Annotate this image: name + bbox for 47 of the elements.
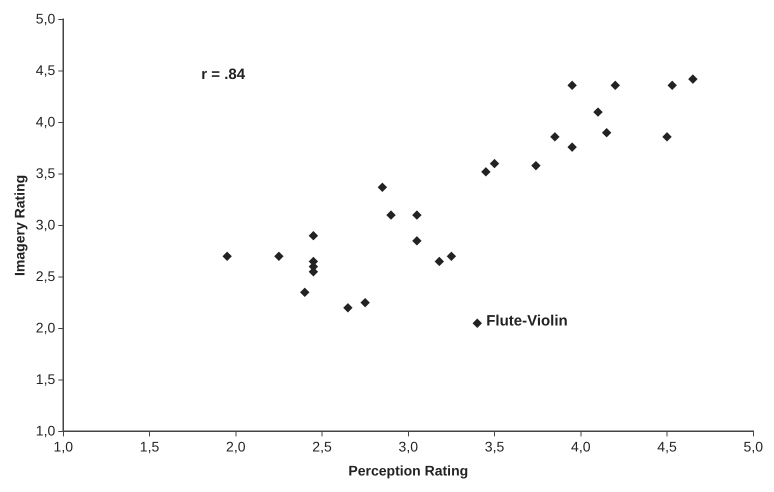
annotation: Flute-Violin <box>486 312 568 330</box>
x-tick-label: 2,5 <box>312 438 332 455</box>
point <box>602 128 612 138</box>
point <box>274 252 284 261</box>
point <box>531 161 540 170</box>
y-tick-label: 2,0 <box>36 319 56 336</box>
point <box>568 80 577 90</box>
point <box>343 303 352 312</box>
point <box>668 80 677 90</box>
point <box>446 252 456 261</box>
point <box>688 74 698 84</box>
point <box>472 318 482 328</box>
y-tick-label: 1,5 <box>36 370 56 387</box>
point <box>360 298 370 308</box>
point <box>568 142 577 152</box>
x-tick-label: 2,0 <box>226 438 246 455</box>
y-tick-label: 5,0 <box>36 10 56 26</box>
point <box>386 210 396 220</box>
point <box>610 80 620 90</box>
x-tick-label: 5,0 <box>744 438 764 455</box>
x-tick-label: 1,0 <box>54 438 74 455</box>
y-tick-label: 1,0 <box>36 422 56 438</box>
x-tick-label: 3,5 <box>484 438 504 455</box>
point <box>662 132 672 142</box>
point <box>481 167 490 176</box>
y-tick-label: 3,5 <box>36 164 56 181</box>
y-tick-label: 3,0 <box>36 216 56 232</box>
point <box>434 256 444 266</box>
x-tick-label: 4,5 <box>657 438 677 455</box>
x-axis-title: Perception Rating <box>348 462 468 478</box>
point <box>308 231 318 240</box>
point <box>412 210 422 220</box>
x-tick-label: 3,0 <box>398 438 418 455</box>
point <box>300 288 310 297</box>
y-tick-label: 4,0 <box>36 113 56 130</box>
x-tick-label: 1,5 <box>140 438 160 455</box>
point <box>378 182 387 192</box>
point <box>490 159 500 168</box>
x-tick-label: 4,0 <box>571 438 591 455</box>
point <box>594 108 603 117</box>
y-tick-label: 2,5 <box>36 268 56 284</box>
y-axis-title: Imagery Rating <box>11 174 28 276</box>
point <box>550 132 560 142</box>
point <box>412 236 422 246</box>
y-tick-label: 4,5 <box>36 62 56 78</box>
point <box>222 252 232 261</box>
annotation: r = .84 <box>201 66 246 84</box>
